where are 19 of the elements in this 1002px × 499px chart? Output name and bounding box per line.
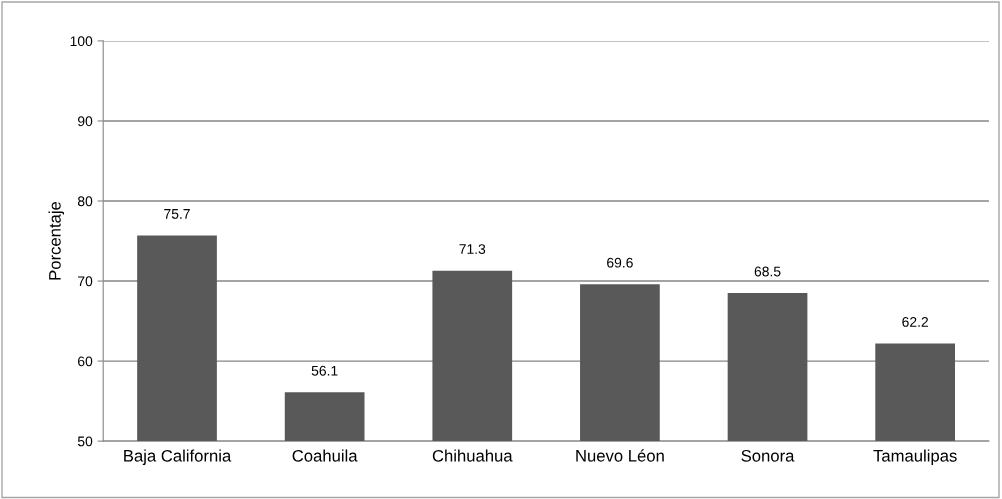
data-label: 56.1 xyxy=(311,365,338,376)
data-label: 68.5 xyxy=(754,266,781,277)
x-tick-label: Chihuahua xyxy=(432,449,513,462)
y-tick-label: 70 xyxy=(78,276,93,287)
x-tick-label: Nuevo Léon xyxy=(576,449,664,462)
data-label: 69.6 xyxy=(607,257,633,268)
data-label: 75.7 xyxy=(164,209,190,219)
x-tick-label: Sonora xyxy=(741,449,795,462)
x-tick-label: Coahuila xyxy=(292,449,358,462)
y-tick-label: 90 xyxy=(77,116,93,127)
x-tick-label: Baja California xyxy=(124,449,232,465)
y-tick-label: 100 xyxy=(70,36,93,47)
y-tick-label: 60 xyxy=(78,356,93,367)
data-label: 71.3 xyxy=(459,244,486,254)
data-label: 62.2 xyxy=(902,317,928,327)
x-tick-label: Tamaulipas xyxy=(873,449,957,465)
y-axis-title: Porcentaje xyxy=(48,201,65,280)
y-tick-label: 50 xyxy=(77,436,93,447)
y-tick-label: 80 xyxy=(77,196,93,207)
